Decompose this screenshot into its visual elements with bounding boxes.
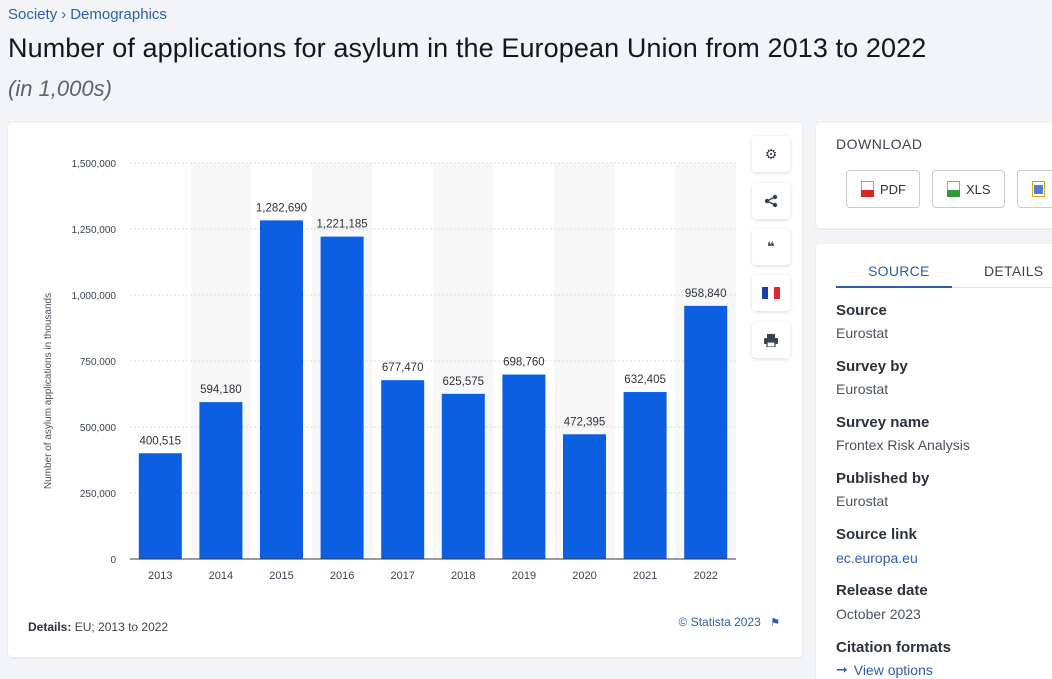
published-by-value: Eurostat	[836, 493, 889, 509]
bar-chart: 0 250,000 500,000 750,000 1,000,000 1,250,000…	[43, 159, 736, 582]
x-tick-label: 2020	[572, 570, 596, 582]
share-icon	[764, 194, 778, 208]
bar	[138, 453, 182, 559]
source-label: Source	[836, 302, 887, 319]
breadcrumb-demographics[interactable]: Demographics	[70, 6, 167, 23]
tab-details[interactable]: DETAILS	[984, 263, 1044, 279]
french-flag-icon	[762, 287, 780, 299]
source-link-label: Source link	[836, 526, 917, 543]
print-button[interactable]	[752, 322, 790, 358]
x-tick-label: 2022	[693, 570, 717, 582]
bar	[260, 220, 303, 559]
download-pdf-button[interactable]: PDF	[846, 170, 920, 208]
download-title: DOWNLOAD	[836, 136, 923, 152]
download-png-button[interactable]	[1017, 170, 1052, 208]
details-text: EU; 2013 to 2022	[74, 620, 169, 634]
bar	[684, 305, 728, 559]
xls-file-icon	[947, 181, 960, 197]
breadcrumb: Society › Demographics	[8, 6, 167, 23]
chart-details: Details: EU; 2013 to 2022	[28, 620, 168, 634]
view-options-label: View options	[853, 661, 933, 678]
data-label: 1,221,185	[317, 219, 368, 231]
download-pdf-label: PDF	[880, 181, 906, 197]
chart-card: 0 250,000 500,000 750,000 1,000,000 1,250,000…	[8, 123, 802, 657]
x-tick-label: 2019	[512, 570, 536, 582]
release-date-label: Release date	[836, 582, 928, 599]
x-tick-label: 2016	[330, 570, 354, 582]
source-panel: SOURCE DETAILS Source Eurostat Survey by…	[816, 244, 1052, 679]
x-tick-label: 2017	[390, 570, 414, 582]
data-label: 698,760	[503, 357, 545, 369]
y-tick-label: 500,000	[80, 423, 117, 434]
bar	[381, 380, 425, 559]
y-tick-label: 0	[110, 555, 116, 566]
published-by-label: Published by	[836, 470, 930, 487]
credit-text: © Statista 2023	[678, 615, 761, 629]
survey-name-value: Frontex Risk Analysis	[836, 437, 970, 453]
y-tick-label: 250,000	[80, 489, 117, 500]
bar	[320, 236, 364, 559]
details-label: Details:	[28, 620, 72, 634]
share-button[interactable]	[752, 183, 790, 219]
tab-source[interactable]: SOURCE	[868, 263, 930, 279]
statista-credit[interactable]: © Statista 2023 ⚑	[679, 615, 780, 629]
release-date-value: October 2023	[836, 606, 921, 622]
y-tick-label: 1,000,000	[72, 291, 117, 302]
data-label: 594,180	[200, 384, 242, 396]
bar	[563, 434, 606, 559]
settings-button[interactable]: ⚙	[752, 136, 790, 172]
data-label: 1,282,690	[256, 202, 307, 214]
bar	[502, 374, 546, 559]
data-label: 632,405	[624, 374, 666, 386]
language-button[interactable]	[752, 275, 790, 311]
data-label: 400,515	[140, 435, 182, 447]
printer-icon	[764, 333, 778, 347]
source-link[interactable]: ec.europa.eu	[836, 550, 918, 566]
x-tick-label: 2014	[209, 570, 233, 582]
page-subtitle: (in 1,000s)	[8, 76, 112, 101]
data-label: 625,575	[443, 376, 485, 388]
bar	[199, 402, 243, 559]
bar	[623, 392, 667, 559]
download-xls-button[interactable]: XLS	[932, 170, 1005, 208]
pdf-file-icon	[861, 181, 874, 197]
breadcrumb-separator: ›	[61, 6, 67, 23]
quote-icon: ❝	[767, 239, 775, 254]
active-tab-indicator	[836, 286, 952, 288]
survey-by-value: Eurostat	[836, 381, 889, 397]
x-tick-label: 2018	[451, 570, 475, 582]
y-tick-label: 1,500,000	[72, 159, 117, 170]
x-tick-label: 2015	[269, 570, 293, 582]
download-panel: DOWNLOAD PDF XLS	[816, 123, 1052, 228]
breadcrumb-society[interactable]: Society	[8, 6, 58, 23]
bar	[441, 393, 485, 559]
page-title: Number of applications for asylum in the…	[8, 33, 927, 63]
data-label: 958,840	[685, 288, 727, 300]
flag-icon: ⚑	[770, 617, 780, 629]
gear-icon: ⚙	[764, 145, 778, 162]
source-value: Eurostat	[836, 325, 889, 341]
data-label: 472,395	[564, 416, 606, 428]
x-tick-label: 2013	[148, 570, 172, 582]
y-tick-label: 1,250,000	[72, 225, 117, 236]
survey-by-label: Survey by	[836, 358, 908, 375]
download-xls-label: XLS	[966, 181, 991, 197]
arrow-right-icon: ➞	[836, 661, 848, 677]
y-tick-label: 750,000	[80, 357, 117, 368]
view-options-link[interactable]: ➞ View options	[836, 661, 933, 678]
data-label: 677,470	[382, 362, 424, 374]
survey-name-label: Survey name	[836, 414, 930, 431]
y-axis-title: Number of asylum applications in thousan…	[43, 293, 54, 489]
cite-button[interactable]: ❝	[752, 229, 790, 265]
citation-formats-label: Citation formats	[836, 639, 952, 656]
png-file-icon	[1032, 181, 1045, 197]
x-tick-label: 2021	[633, 570, 657, 582]
